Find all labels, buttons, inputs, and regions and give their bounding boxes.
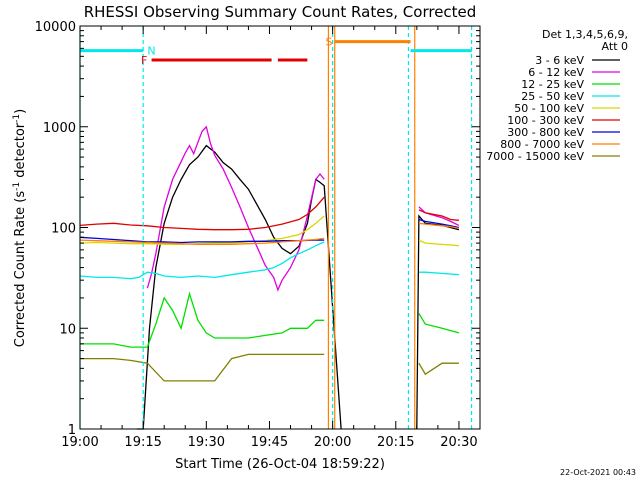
legend-title-attenuator: Att 0 — [602, 40, 628, 53]
flag-label: S — [325, 36, 332, 49]
x-tick-label: 19:45 — [251, 435, 288, 450]
series-line-s5 — [418, 239, 459, 247]
series-line-s4 — [79, 241, 325, 280]
x-tick-label: 20:00 — [314, 435, 351, 450]
y-tick-label: 10000 — [35, 20, 76, 35]
series-line-s8 — [418, 222, 460, 230]
series-line-s8 — [79, 237, 325, 246]
series-line-s2 — [146, 125, 325, 292]
x-axis-label: Start Time (26-Oct-04 18:59:22) — [175, 457, 385, 472]
x-tick-label: 19:00 — [61, 435, 98, 450]
legend-label-s9: 7000 - 15000 keV — [486, 150, 584, 163]
flag-layer: NF S — [80, 36, 472, 67]
legend-label-s5: 50 - 100 keV — [514, 102, 584, 115]
legend-label-s7: 300 - 800 keV — [507, 126, 584, 139]
chart-title: RHESSI Observing Summary Count Rates, Co… — [84, 3, 477, 21]
flag-label: F — [141, 54, 147, 67]
legend-label-s3: 12 - 25 keV — [521, 78, 584, 91]
legend-label-s6: 100 - 300 keV — [507, 114, 584, 127]
series-line-s6 — [79, 196, 325, 231]
flag-label: N — [147, 45, 155, 58]
legend-label-s8: 800 - 7000 keV — [500, 138, 584, 151]
series-line-s9 — [80, 353, 325, 382]
legend-label-s2: 6 - 12 keV — [528, 66, 584, 79]
series-line-s4 — [418, 271, 459, 276]
legend-label-s4: 25 - 50 keV — [521, 90, 584, 103]
legend-label-s1: 3 - 6 keV — [535, 54, 584, 67]
x-tick-label: 20:30 — [440, 435, 477, 450]
x-tick-label: 19:15 — [124, 435, 161, 450]
series-line-s6 — [418, 209, 459, 221]
series-line-s5 — [79, 215, 325, 246]
x-tick-label: 20:15 — [377, 435, 414, 450]
y-axis: 1 10 100 1000 10000 — [35, 20, 480, 438]
y-tick-label: 1000 — [43, 121, 76, 136]
footer-date: 22-Oct-2021 00:43 — [560, 468, 636, 477]
y-tick-label: 1 — [68, 423, 76, 438]
legend-title-detectors: Det 1,3,4,5,6,9, — [542, 28, 628, 41]
y-tick-label: 100 — [51, 222, 76, 237]
series-line-s9 — [418, 362, 459, 376]
series-line-s2 — [418, 206, 460, 226]
series-line-s3 — [80, 291, 325, 348]
series-line-s3 — [418, 313, 460, 334]
plot-area: NF S — [79, 25, 481, 430]
series-line-s1 — [136, 144, 342, 430]
y-axis-label: Corrected Count Rate (s-1 detector-1) — [12, 109, 28, 347]
series-line-s7 — [418, 218, 460, 229]
series-layer — [79, 125, 460, 430]
y-tick-label: 10 — [59, 322, 76, 337]
x-tick-label: 19:30 — [188, 435, 225, 450]
x-axis: 19:00 19:15 19:30 19:45 20:00 20:15 20:30 — [61, 26, 481, 450]
